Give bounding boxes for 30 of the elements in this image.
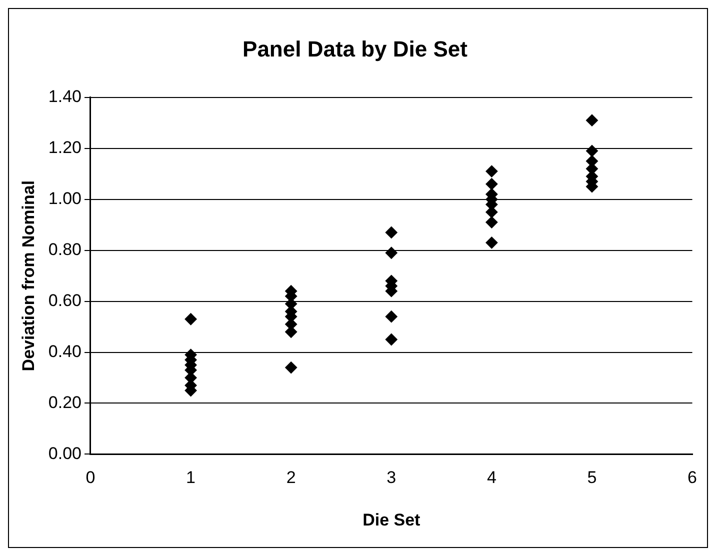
- y-tick-label: 0.60: [48, 290, 82, 310]
- x-tick-label: 3: [386, 468, 396, 488]
- x-axis-title: Die Set: [362, 510, 421, 530]
- y-tick-label: 1.20: [48, 138, 82, 158]
- x-tick-label: 2: [286, 468, 296, 488]
- x-tick-label: 5: [587, 468, 597, 488]
- y-tick-label: 0.80: [48, 240, 82, 259]
- point: [285, 362, 298, 374]
- point: [385, 310, 398, 323]
- x-tick-label: 6: [688, 468, 698, 488]
- point: [184, 313, 197, 326]
- y-tick-label: 1.00: [48, 189, 82, 208]
- point: [486, 165, 498, 178]
- y-tick-label: 1.40: [48, 87, 82, 106]
- point: [586, 144, 598, 157]
- x-tick-label: 0: [86, 468, 96, 488]
- chart-title: Panel Data by Die Set: [242, 36, 468, 62]
- y-tick-label: 0.00: [48, 444, 82, 463]
- point: [385, 246, 398, 259]
- x-tick-label: 4: [486, 468, 496, 488]
- x-tick-label: 1: [186, 468, 196, 488]
- point: [486, 236, 498, 249]
- point: [486, 178, 498, 190]
- point: [586, 114, 598, 126]
- y-tick-label: 0.40: [48, 342, 82, 361]
- point: [385, 226, 398, 238]
- point: [385, 334, 398, 346]
- y-tick-label: 0.20: [48, 392, 82, 412]
- point: [486, 216, 498, 228]
- y-axis-title: Deviation from Nominal: [18, 180, 38, 372]
